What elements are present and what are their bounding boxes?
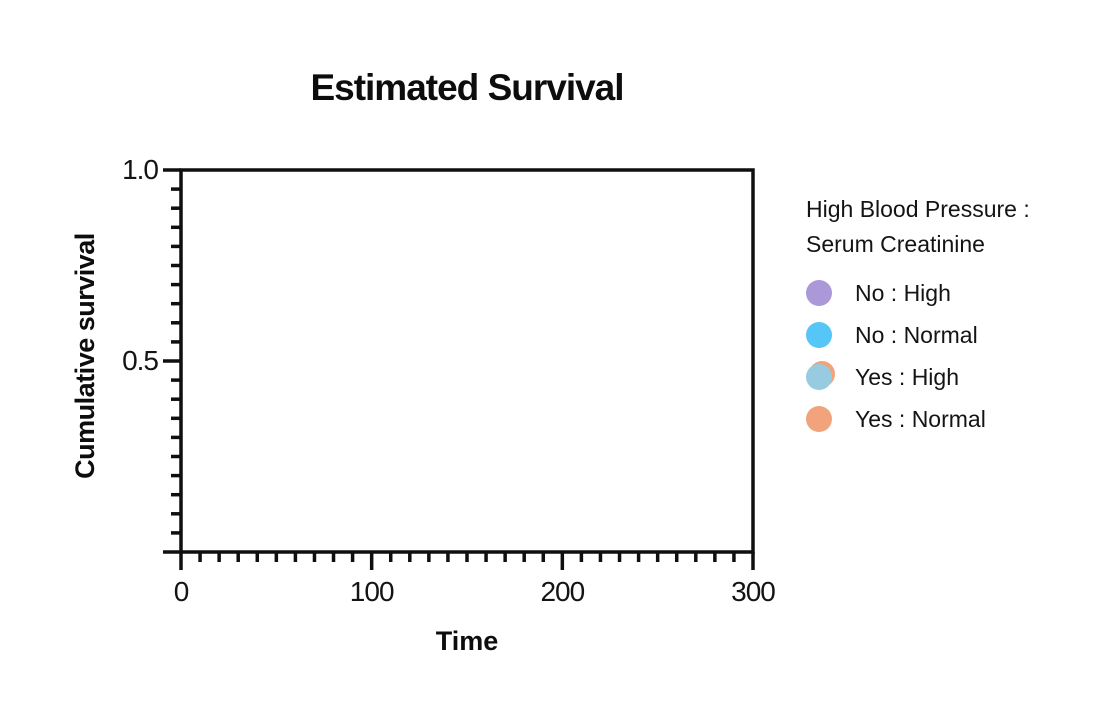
legend-title-line1: High Blood Pressure : xyxy=(806,196,1030,222)
legend-title-line2: Serum Creatinine xyxy=(806,230,985,257)
x-tick-label: 300 xyxy=(731,576,776,607)
legend-swatch xyxy=(806,322,832,348)
legend-marker-circle-icon xyxy=(806,322,832,348)
legend-item: Yes : Normal xyxy=(806,406,1030,432)
legend-title: High Blood Pressure : Serum Creatinine xyxy=(806,192,1030,261)
legend-item: No : Normal xyxy=(806,322,1030,348)
legend-item-label: Yes : High xyxy=(855,364,959,390)
plot-area xyxy=(179,168,755,554)
legend-item-label: Yes : Normal xyxy=(855,406,986,432)
legend-swatch xyxy=(806,280,832,306)
chart-title: Estimated Survival xyxy=(310,67,624,108)
legend-marker-circle-icon xyxy=(806,280,832,306)
legend-marker-circle-icon xyxy=(806,364,832,390)
legend-item-label: No : Normal xyxy=(855,322,978,348)
legend-marker-circle-icon xyxy=(806,406,832,432)
legend-item-label: No : High xyxy=(855,280,951,306)
x-tick-label: 100 xyxy=(349,576,395,607)
legend-item: Yes : High xyxy=(806,361,1030,390)
x-axis-label: Time xyxy=(435,626,499,656)
legend-swatch xyxy=(806,406,832,432)
y-tick-label: 1.0 xyxy=(122,154,159,185)
legend: High Blood Pressure : Serum Creatinine N… xyxy=(806,192,1030,448)
y-tick-label: 0.5 xyxy=(122,345,159,376)
legend-items: No : High No : Normal Yes : High Yes : Norm… xyxy=(806,280,1030,432)
x-tick-label: 200 xyxy=(540,576,585,607)
legend-item: No : High xyxy=(806,280,1030,306)
legend-swatch xyxy=(806,361,835,390)
x-tick-label: 0 xyxy=(173,576,190,607)
